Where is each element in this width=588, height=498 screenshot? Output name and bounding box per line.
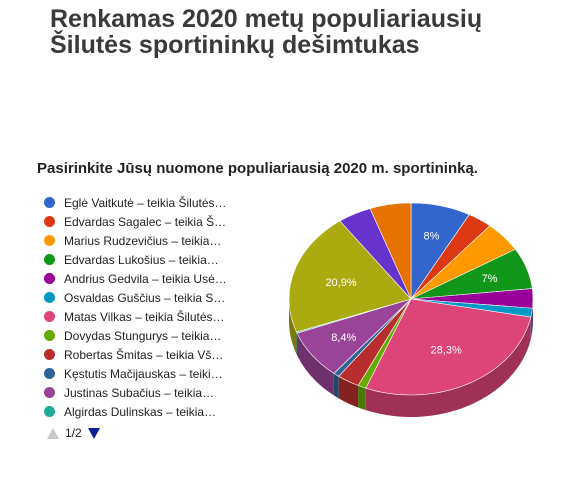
legend-swatch xyxy=(44,235,55,246)
pie-slice-side xyxy=(338,376,359,408)
pie-data-label: 8,4% xyxy=(331,332,356,344)
legend-swatch xyxy=(44,273,55,284)
pie-data-label: 7% xyxy=(482,273,498,285)
legend-label: Robertas Šmitas – teikia Vš… xyxy=(64,347,224,362)
legend-item[interactable]: Osvaldas Guščius – teikia S… xyxy=(44,288,244,307)
legend-label: Justinas Subačius – teikia… xyxy=(64,385,215,400)
pie-slice[interactable] xyxy=(365,298,532,396)
legend-swatch xyxy=(44,216,55,227)
legend-label: Kęstutis Mačijauskas – teiki… xyxy=(64,366,223,381)
pie-slice-side xyxy=(289,299,297,355)
legend-item[interactable]: Marius Rudzevičius – teikia… xyxy=(44,231,244,250)
legend-item[interactable]: Justinas Subačius – teikia… xyxy=(44,383,244,402)
triangle-down-icon[interactable] xyxy=(87,427,100,439)
chart-legend: Eglė Vaitkutė – teikia Šilutės… Edvardas … xyxy=(44,193,244,421)
pie-slice-side xyxy=(358,385,366,411)
pager-text: 1/2 xyxy=(65,426,82,440)
legend-swatch xyxy=(44,292,55,303)
legend-item[interactable]: Kęstutis Mačijauskas – teiki… xyxy=(44,364,244,383)
legend-item[interactable]: Robertas Šmitas – teikia Vš… xyxy=(44,345,244,364)
legend-item[interactable]: Dovydas Stungurys – teikia… xyxy=(44,326,244,345)
legend-swatch xyxy=(44,387,55,398)
legend-label: Dovydas Stungurys – teikia… xyxy=(64,328,222,343)
pie-data-label: 8% xyxy=(423,231,439,243)
pie-data-label: 20,9% xyxy=(325,277,356,289)
legend-label: Algirdas Dulinskas – teikia… xyxy=(64,404,217,419)
pie-chart: 8% 7% 28,3% 8,4% 20,9% xyxy=(288,202,534,417)
legend-pager: 1/2 xyxy=(47,426,100,440)
pie-slice[interactable] xyxy=(369,202,412,300)
legend-item[interactable]: Edvardas Sagalec – teikia Š… xyxy=(44,212,244,231)
legend-item[interactable]: Eglė Vaitkutė – teikia Šilutės… xyxy=(44,193,244,212)
pie-slice[interactable] xyxy=(288,220,412,333)
legend-item[interactable]: Algirdas Dulinskas – teikia… xyxy=(44,402,244,421)
legend-swatch xyxy=(44,197,55,208)
legend-label: Andrius Gedvila – teikia Usė… xyxy=(64,271,227,286)
chart-title: Pasirinkite Jūsų nuomone populiariausią … xyxy=(37,160,478,177)
legend-swatch xyxy=(44,330,55,341)
pie-data-label: 28,3% xyxy=(431,345,462,357)
legend-item[interactable]: Matas Vilkas – teikia Šilutės… xyxy=(44,307,244,326)
legend-swatch xyxy=(44,368,55,379)
legend-swatch xyxy=(44,254,55,265)
legend-swatch xyxy=(44,349,55,360)
triangle-up-icon xyxy=(47,427,59,439)
legend-swatch xyxy=(44,311,55,322)
legend-item[interactable]: Andrius Gedvila – teikia Usė… xyxy=(44,269,244,288)
pie-slice-side xyxy=(296,332,297,356)
legend-label: Marius Rudzevičius – teikia… xyxy=(64,233,222,248)
legend-label: Edvardas Sagalec – teikia Š… xyxy=(64,214,227,229)
page-title-line-1: Renkamas 2020 metų populiariausių xyxy=(50,5,483,33)
page-title-line-2: Šilutės sportininkų dešimtukas xyxy=(50,31,420,59)
legend-item[interactable]: Edvardas Lukošius – teikia… xyxy=(44,250,244,269)
legend-swatch xyxy=(44,406,55,417)
pie-slice-side xyxy=(365,317,531,417)
legend-label: Edvardas Lukošius – teikia… xyxy=(64,252,219,267)
pie-slice-side xyxy=(333,373,339,399)
page-title: Renkamas 2020 metų populiariausių Šilutė… xyxy=(50,6,550,58)
legend-label: Eglė Vaitkutė – teikia Šilutės… xyxy=(64,195,227,210)
legend-label: Osvaldas Guščius – teikia S… xyxy=(64,290,226,305)
legend-label: Matas Vilkas – teikia Šilutės… xyxy=(64,309,225,324)
